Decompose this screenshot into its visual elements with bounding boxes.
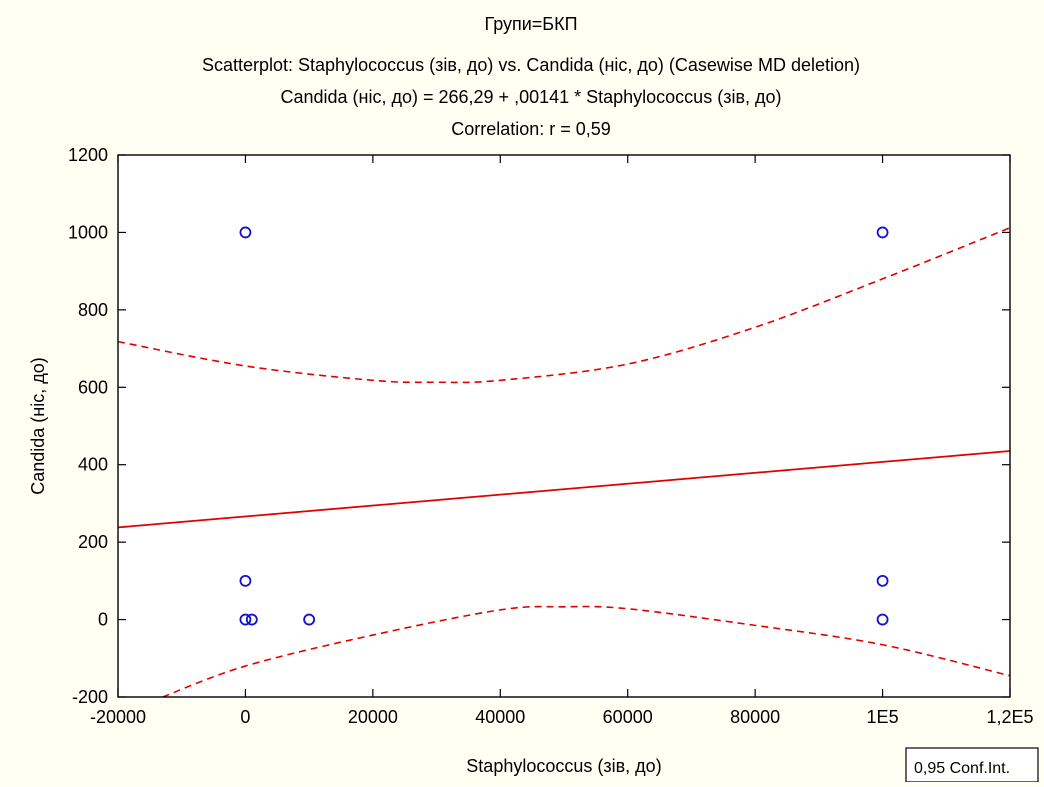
chart-title-line-1: Групи=БКП (484, 14, 577, 34)
y-tick-label: -200 (72, 687, 108, 707)
legend-label: 0,95 Conf.Int. (914, 760, 1010, 777)
x-tick-label: 0 (240, 707, 250, 727)
plot-area (118, 155, 1010, 697)
x-tick-label: 40000 (475, 707, 525, 727)
y-axis-label: Candida (ніс, до) (28, 357, 48, 495)
x-tick-label: 60000 (603, 707, 653, 727)
data-point (876, 613, 889, 626)
y-tick-label: 1000 (68, 222, 108, 242)
data-point (303, 613, 316, 626)
chart-title-line-3: Candida (ніс, до) = 266,29 + ,00141 * St… (280, 87, 781, 107)
lower-confidence-band (162, 605, 1010, 697)
data-point (239, 613, 252, 626)
y-tick-label: 800 (78, 300, 108, 320)
data-point (239, 226, 252, 239)
y-tick-label: 0 (98, 610, 108, 630)
plot-frame (117, 154, 1011, 698)
data-point (876, 226, 889, 239)
x-tick-label: 80000 (730, 707, 780, 727)
y-tick-label: 1200 (68, 145, 108, 165)
chart-title-line-2: Scatterplot: Staphylococcus (зів, до) vs… (202, 55, 860, 75)
y-tick-label: 200 (78, 532, 108, 552)
data-point (245, 613, 258, 626)
chart-title-line-4: Correlation: r = 0,59 (451, 119, 611, 139)
x-tick-label: 20000 (348, 707, 398, 727)
data-point (876, 574, 889, 587)
y-tick-label: 400 (78, 455, 108, 475)
x-axis-label: Staphylococcus (зів, до) (466, 756, 661, 776)
x-tick-label: 1E5 (867, 707, 899, 727)
legend: 0,95 Conf.Int. (905, 747, 1039, 783)
regression-line (117, 450, 1011, 529)
x-tick-label: -20000 (90, 707, 146, 727)
y-tick-label: 600 (78, 377, 108, 397)
x-tick-label: 1,2E5 (986, 707, 1033, 727)
data-point (239, 574, 252, 587)
upper-confidence-band (118, 227, 1010, 384)
